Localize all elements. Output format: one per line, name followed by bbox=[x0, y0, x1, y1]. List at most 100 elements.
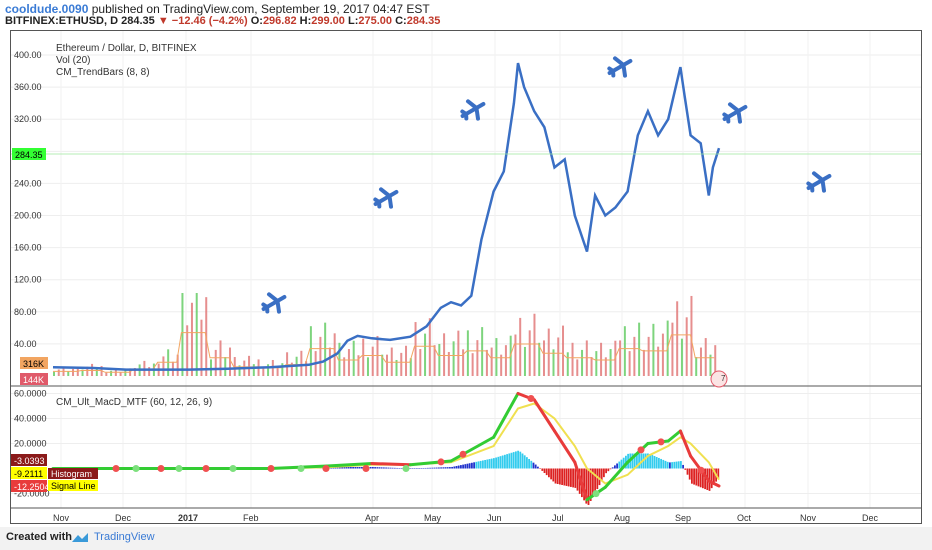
volume-bar bbox=[714, 345, 717, 376]
volume-bar bbox=[633, 336, 636, 376]
volume-bar bbox=[352, 340, 355, 376]
macd-line-segment bbox=[370, 462, 412, 467]
histogram-bar bbox=[631, 453, 634, 469]
macd-y-tick: 20.0000 bbox=[14, 439, 47, 449]
volume-bar bbox=[343, 357, 346, 376]
histogram-bar bbox=[475, 461, 478, 469]
cross-dot bbox=[175, 465, 183, 472]
volume-bar bbox=[671, 322, 674, 376]
volume-bar bbox=[576, 359, 579, 376]
volume-bar bbox=[72, 368, 75, 376]
histogram-bar bbox=[548, 468, 550, 478]
volume-bar bbox=[86, 366, 89, 376]
volume-bar bbox=[290, 362, 293, 376]
histogram-bar bbox=[400, 468, 403, 469]
volume-bar bbox=[523, 346, 526, 376]
x-tick-label: Oct bbox=[737, 513, 752, 523]
histogram-bar bbox=[457, 465, 460, 469]
histogram-bar bbox=[466, 463, 469, 469]
histogram-bar bbox=[587, 468, 590, 505]
volume-bar bbox=[252, 364, 255, 376]
cross-dot bbox=[112, 465, 120, 472]
low-value: 275.00 bbox=[358, 15, 393, 27]
histogram-bar bbox=[616, 463, 618, 469]
volume-bar bbox=[95, 368, 98, 376]
volume-bar bbox=[481, 327, 484, 376]
histogram-bar bbox=[488, 459, 491, 469]
macd-y-tick: 60.0000 bbox=[14, 389, 47, 399]
volume-bar bbox=[81, 369, 84, 376]
histogram-bar bbox=[585, 468, 588, 504]
volume-badge-1 bbox=[20, 357, 48, 369]
cross-dot bbox=[657, 438, 665, 446]
volume-bar bbox=[704, 338, 707, 376]
volume-bar bbox=[547, 328, 550, 376]
macd-badge-1-text: -3.0393 bbox=[14, 456, 45, 466]
histogram-bar bbox=[699, 468, 702, 488]
macd-badge-2 bbox=[11, 467, 47, 479]
histogram-bar bbox=[418, 468, 420, 469]
volume-bar bbox=[281, 363, 284, 376]
histogram-bar bbox=[356, 467, 359, 469]
histogram-bar bbox=[592, 468, 594, 498]
histogram-bar bbox=[431, 467, 434, 469]
price-line bbox=[52, 62, 721, 371]
chart-area[interactable]: 40.0080.00120.00160.00200.00240.00280.00… bbox=[10, 30, 922, 524]
cross-dot bbox=[362, 465, 370, 472]
histogram-bar bbox=[336, 467, 339, 469]
volume-bar bbox=[533, 313, 536, 376]
histogram-bar bbox=[666, 461, 669, 469]
macd-line-segment bbox=[553, 429, 577, 464]
volume-bar bbox=[452, 341, 455, 376]
y-tick-label: 360.00 bbox=[14, 82, 42, 92]
volume-bar bbox=[590, 357, 593, 376]
histogram-bar bbox=[686, 468, 689, 475]
macd-line-segment bbox=[573, 460, 589, 502]
histogram-bar bbox=[341, 467, 343, 469]
flag-marker[interactable] bbox=[710, 370, 728, 388]
histogram-bar bbox=[490, 458, 493, 469]
histogram-bar bbox=[693, 468, 695, 485]
close-value: 284.35 bbox=[406, 15, 441, 27]
tradingview-link[interactable]: TradingView bbox=[94, 531, 155, 543]
histogram-bar bbox=[534, 464, 537, 469]
macd-badge-2-text: -9.2111 bbox=[14, 469, 43, 479]
volume-bar bbox=[190, 302, 193, 376]
histogram-bar bbox=[660, 458, 662, 469]
volume-bar bbox=[395, 359, 398, 376]
x-tick-label: Sep bbox=[675, 513, 691, 523]
created-with-label: Created with bbox=[6, 531, 73, 543]
tradingview-logo-icon bbox=[72, 533, 88, 542]
open-value: 296.82 bbox=[262, 15, 297, 27]
volume-bar bbox=[519, 317, 522, 376]
histogram-bar bbox=[442, 467, 445, 469]
y-tick-label: 320.00 bbox=[14, 114, 42, 124]
histogram-bar bbox=[427, 467, 429, 469]
histogram-bar bbox=[647, 453, 649, 469]
volume-bar bbox=[238, 365, 241, 376]
histogram-bar bbox=[649, 454, 651, 469]
histogram-bar bbox=[453, 466, 456, 469]
x-tick-label: Nov bbox=[800, 513, 817, 523]
y-tick-label: 200.00 bbox=[14, 211, 42, 221]
histogram-bar bbox=[451, 466, 453, 469]
cross-dot bbox=[637, 446, 645, 454]
username-link[interactable]: cooldude.0090 bbox=[5, 2, 89, 16]
histogram-bar bbox=[673, 461, 676, 469]
chart-svg[interactable]: 40.0080.00120.00160.00200.00240.00280.00… bbox=[11, 31, 921, 523]
down-triangle-icon: ▼ bbox=[157, 15, 169, 27]
symbol-line: BITFINEX:ETHUSD, D 284.35 ▼ −12.46 (−4.2… bbox=[5, 15, 440, 27]
histogram-bar bbox=[497, 456, 500, 469]
volume-bar bbox=[219, 340, 222, 376]
volume-bar bbox=[214, 349, 217, 376]
histogram-bar bbox=[411, 468, 414, 469]
macd-legend: CM_Ult_MacD_MTF (60, 12, 26, 9) bbox=[56, 397, 212, 408]
volume-bar bbox=[600, 342, 603, 376]
histogram-bar bbox=[638, 453, 640, 469]
histogram-bar bbox=[704, 468, 706, 490]
close-label: C: bbox=[395, 15, 407, 27]
volume-bar bbox=[462, 349, 465, 376]
histogram-bar bbox=[622, 457, 625, 469]
histogram-bar bbox=[495, 457, 497, 469]
volume-bar bbox=[119, 372, 122, 376]
